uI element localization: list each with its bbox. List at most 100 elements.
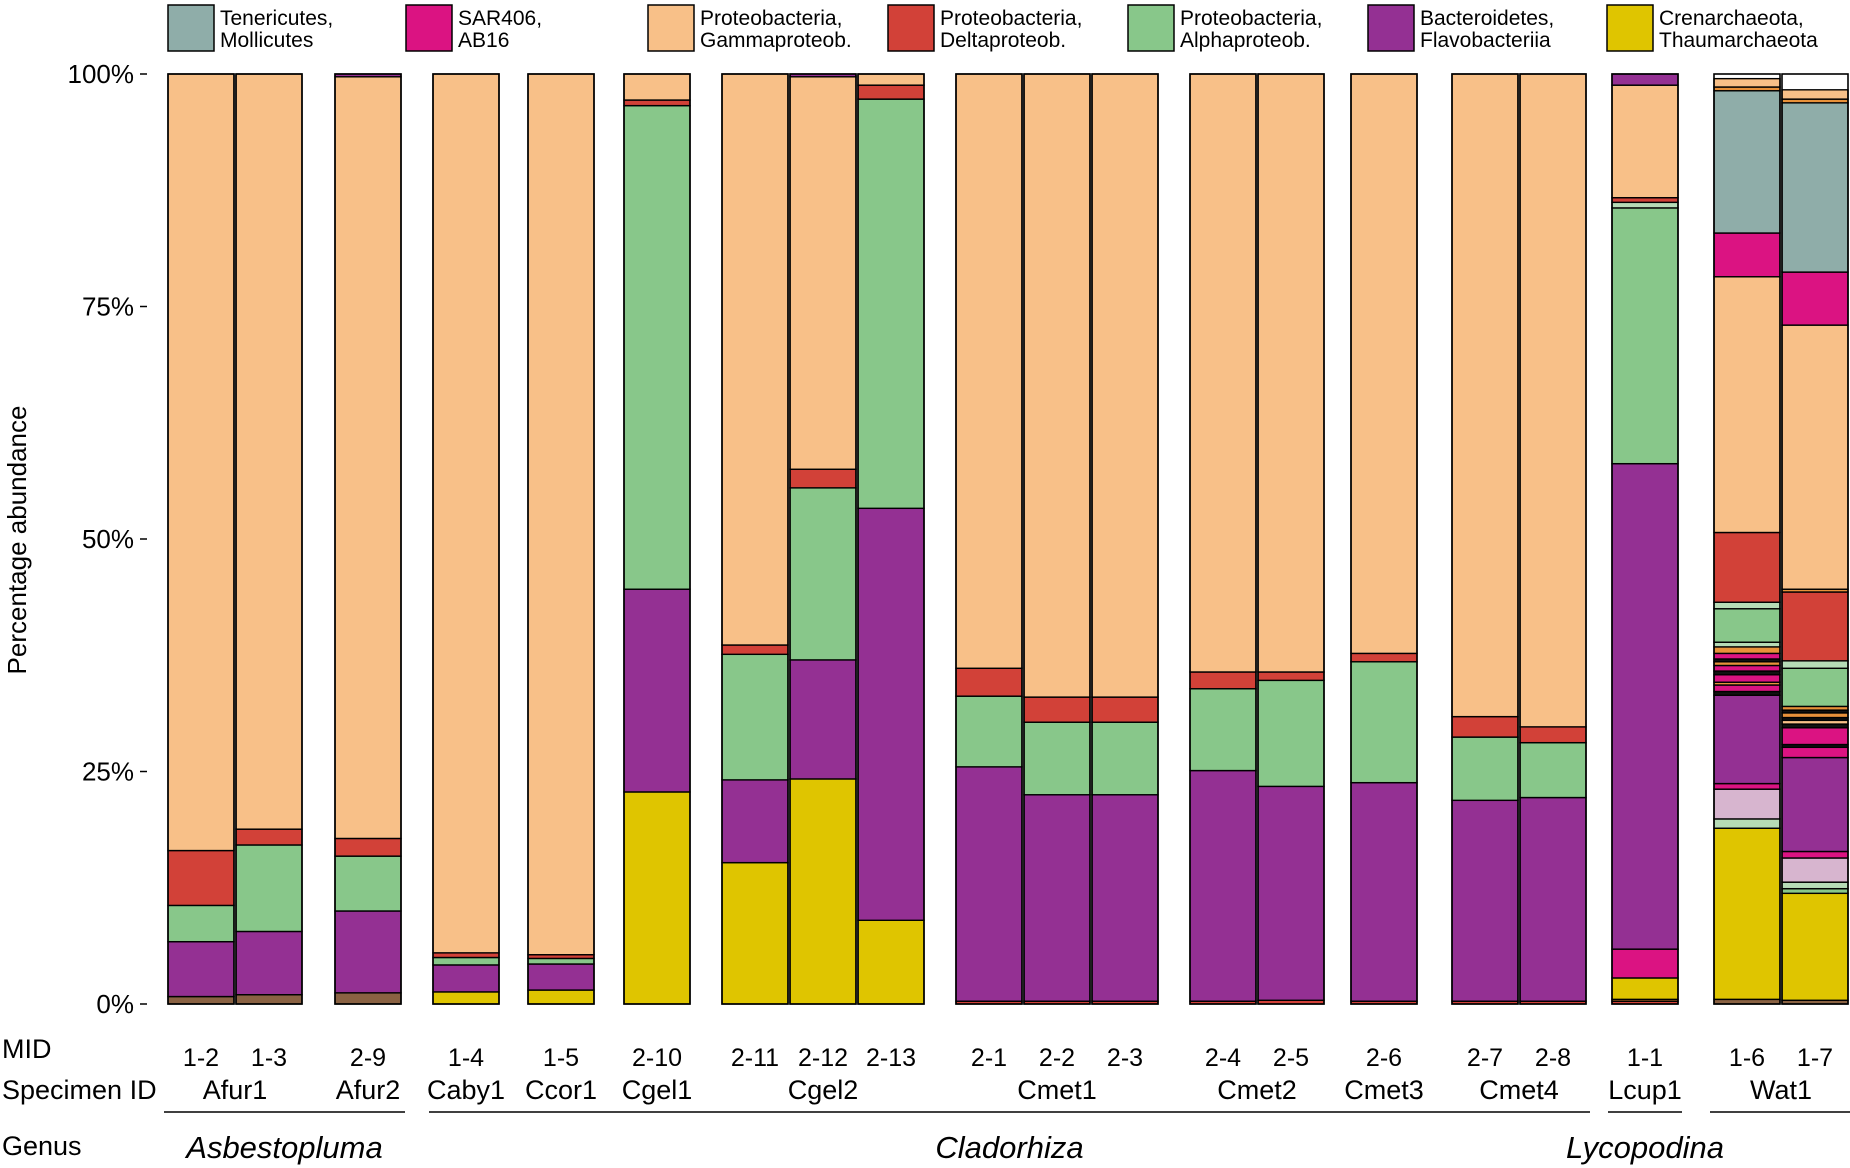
bar-1-1	[1611, 73, 1679, 1005]
bars	[167, 73, 1849, 1005]
segment-gamma	[1023, 73, 1091, 698]
specimen-label-afur2: Afur2	[336, 1075, 401, 1105]
segment-delta	[955, 667, 1023, 697]
segment-gamma	[1189, 73, 1257, 673]
segment-cren	[527, 989, 595, 1005]
bar-outline	[1611, 73, 1679, 1005]
segment-delta	[1350, 652, 1418, 663]
bar-outline	[1451, 73, 1519, 1005]
segment-bact	[1781, 756, 1849, 853]
bar-outline	[1189, 73, 1257, 1005]
segment-delta	[235, 828, 303, 846]
bar-1-2	[167, 73, 235, 1005]
bar-outline	[1257, 73, 1325, 1005]
segment-alpha	[1257, 679, 1325, 788]
segment-tene	[1781, 102, 1849, 273]
segment-cren	[1781, 892, 1849, 1001]
legend-swatch-tene	[167, 4, 215, 52]
segment-cren	[1611, 977, 1679, 1001]
segment-gamma	[721, 73, 789, 646]
specimen-label-cmet4: Cmet4	[1479, 1075, 1559, 1105]
segment-cren	[857, 919, 925, 1005]
segment-gamma	[1713, 276, 1781, 534]
segment-tene	[1713, 90, 1781, 234]
bar-outline	[1023, 73, 1091, 1005]
segment-brown	[334, 992, 402, 1005]
y-axis: 0% 25% 50% 75% 100%	[68, 59, 147, 1019]
segment-bact	[527, 963, 595, 991]
segment-pink	[1713, 788, 1781, 820]
legend-label-bact: Bacteroidetes,	[1420, 7, 1554, 30]
segment-bact	[1611, 462, 1679, 950]
bar-2-2	[1023, 73, 1091, 1005]
segment-gamma	[1713, 77, 1781, 88]
bar-outline	[623, 73, 691, 1005]
segment-sar	[1713, 664, 1781, 672]
segment-delta	[1257, 671, 1325, 682]
segment-pink	[1781, 857, 1849, 883]
bar-1-5	[527, 73, 595, 1005]
mid-label-2-7: 2-7	[1467, 1044, 1503, 1072]
mid-label-1-7: 1-7	[1797, 1044, 1833, 1072]
specimen-label-afur1: Afur1	[203, 1075, 268, 1105]
specimen-label-caby1: Caby1	[427, 1075, 505, 1105]
mid-row-label: MID	[2, 1034, 52, 1064]
legend-swatch-gamma	[647, 4, 695, 52]
segment-gamma	[789, 76, 857, 470]
segment-bact	[789, 659, 857, 780]
specimen-label-cgel1: Cgel1	[622, 1075, 693, 1105]
segment-bact	[432, 964, 500, 993]
legend-swatch-sar	[405, 4, 453, 52]
legend-label-sar: SAR406,	[458, 7, 542, 30]
segment-alpha	[1611, 207, 1679, 465]
segment-gamma	[857, 73, 925, 86]
segment-sar	[1713, 782, 1781, 790]
segment-cren	[789, 778, 857, 1005]
segment-alpha	[1023, 721, 1091, 796]
segment-orange	[1713, 646, 1781, 655]
segment-gamma	[1091, 73, 1159, 698]
bar-2-6	[1350, 73, 1418, 1005]
y-tick-label: 100%	[68, 59, 135, 89]
mid-label-2-4: 2-4	[1205, 1044, 1241, 1072]
genus-label-cladorhiza: Cladorhiza	[935, 1130, 1083, 1165]
y-tick-label: 25%	[82, 757, 134, 787]
mid-label-2-10: 2-10	[632, 1044, 682, 1072]
bar-2-4	[1189, 73, 1257, 1005]
legend-label-tene: Tenericutes,	[220, 7, 333, 30]
bar-2-8	[1519, 73, 1587, 1005]
segment-bact	[334, 910, 402, 994]
segment-bact	[1023, 794, 1091, 1002]
bar-1-6	[1713, 73, 1781, 1005]
segment-bact	[955, 766, 1023, 1002]
specimen-label-lcup1: Lcup1	[1608, 1075, 1682, 1105]
segment-gamma	[1257, 73, 1325, 673]
legend-label-tene-2: Mollicutes	[220, 29, 313, 52]
specimen-label-cmet1: Cmet1	[1017, 1075, 1097, 1105]
segment-lightgreen	[1781, 660, 1849, 669]
bar-outline	[1091, 73, 1159, 1005]
segment-bact	[623, 588, 691, 793]
segment-alpha	[334, 855, 402, 912]
segment-gamma	[235, 73, 303, 830]
segment-sar	[1713, 232, 1781, 278]
segment-sar	[1781, 271, 1849, 326]
segment-alpha	[721, 653, 789, 781]
mid-label-2-9: 2-9	[350, 1044, 386, 1072]
segment-delta	[1189, 671, 1257, 690]
legend: Tenericutes,Mollicutes SAR406,AB16 Proteob…	[167, 4, 1818, 52]
bar-outline	[1519, 73, 1587, 1005]
segment-delta	[789, 468, 857, 489]
segment-alpha	[857, 98, 925, 510]
mid-label-1-4: 1-4	[448, 1044, 484, 1072]
segment-sar	[1713, 684, 1781, 693]
mid-label-1-1: 1-1	[1627, 1044, 1663, 1072]
specimen-label-cmet2: Cmet2	[1217, 1075, 1297, 1105]
legend-label-sar-2: AB16	[458, 29, 509, 52]
segment-gamma	[1611, 84, 1679, 199]
mid-label-2-2: 2-2	[1039, 1044, 1075, 1072]
segment-bact	[1519, 796, 1587, 1002]
mid-label-2-12: 2-12	[798, 1044, 848, 1072]
bar-2-1	[955, 73, 1023, 1005]
